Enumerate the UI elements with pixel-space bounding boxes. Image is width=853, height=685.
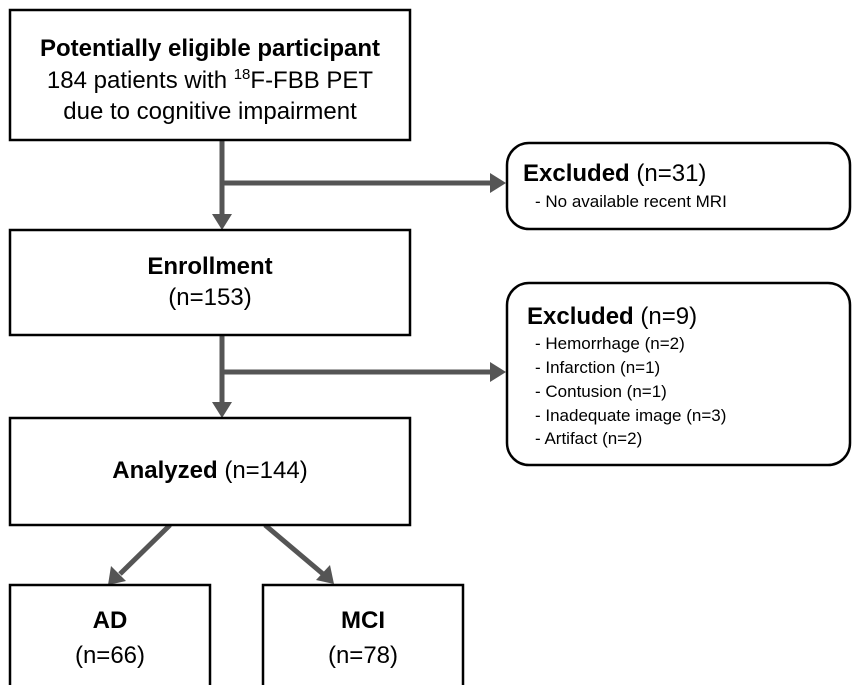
arrow xyxy=(118,523,172,576)
text: (n=31) xyxy=(636,160,706,187)
arrowhead xyxy=(490,362,506,382)
box xyxy=(8,8,412,142)
node-title: Analyzed (n=144) xyxy=(112,457,307,484)
text xyxy=(634,303,641,330)
node-item: - Hemorrhage (n=2) xyxy=(535,334,685,353)
text xyxy=(630,160,637,187)
arrowhead xyxy=(108,566,126,585)
node-text: (n=153) xyxy=(168,284,251,311)
node-title: Potentially eligible participant xyxy=(40,35,380,62)
box xyxy=(505,141,852,231)
text xyxy=(218,457,225,484)
node-item: - Artifact (n=2) xyxy=(535,429,642,448)
text: F-FBB PET xyxy=(250,67,373,94)
box xyxy=(8,583,212,685)
node-item: - Infarction (n=1) xyxy=(535,358,660,377)
arrowhead xyxy=(490,173,506,193)
text: (n=144) xyxy=(224,457,307,484)
text: Analyzed xyxy=(112,457,217,484)
box xyxy=(505,281,852,467)
superscript: 18 xyxy=(234,66,251,83)
node-item: - Contusion (n=1) xyxy=(535,382,667,401)
arrowhead xyxy=(212,214,232,230)
box xyxy=(8,416,412,527)
node-text: (n=78) xyxy=(328,642,398,669)
text: (n=9) xyxy=(640,303,697,330)
node-title: Excluded (n=9) xyxy=(527,303,697,330)
node-title: MCI xyxy=(341,607,385,634)
arrow xyxy=(263,523,325,576)
node-item: - Inadequate image (n=3) xyxy=(535,406,726,425)
arrowhead xyxy=(316,565,334,584)
box xyxy=(8,228,412,337)
box xyxy=(261,583,465,685)
text: Excluded xyxy=(527,303,634,330)
node-text: due to cognitive impairment xyxy=(63,98,357,125)
node-item: - No available recent MRI xyxy=(535,192,727,211)
node-title: AD xyxy=(93,607,128,634)
node-text: 184 patients with 18F-FBB PET xyxy=(47,66,373,94)
node-title: Excluded (n=31) xyxy=(523,160,706,187)
text: Excluded xyxy=(523,160,630,187)
node-title: Enrollment xyxy=(147,253,272,280)
connectors xyxy=(108,140,506,585)
node-text: (n=66) xyxy=(75,642,145,669)
text: 184 patients with xyxy=(47,67,234,94)
arrowhead xyxy=(212,402,232,418)
